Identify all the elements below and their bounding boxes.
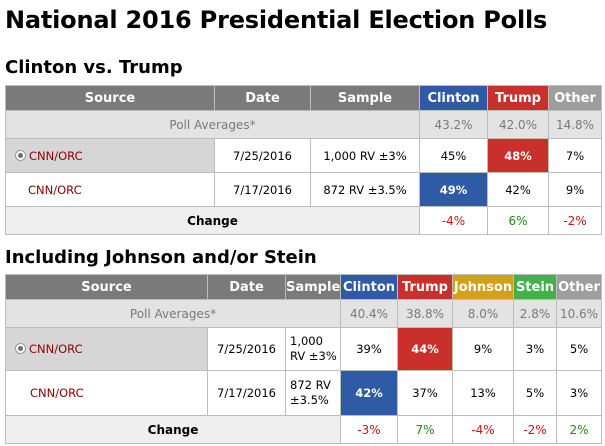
result-clinton: 45% — [419, 138, 488, 173]
section-title-clinton-vs-trump: Clinton vs. Trump — [5, 57, 183, 78]
result-other: 7% — [548, 138, 602, 173]
table-row[interactable]: CNN/ORC 7/17/2016 872 RV ±3.5% 42% 37% 13… — [5, 370, 602, 416]
result-other: 5% — [556, 327, 602, 371]
table-row[interactable]: CNN/ORC 7/17/2016 872 RV ±3.5% 49% 42% 9… — [5, 172, 602, 207]
avg-johnson: 8.0% — [452, 299, 514, 328]
result-trump: 37% — [397, 370, 453, 416]
change-clinton: -3% — [340, 415, 398, 444]
change-trump: 6% — [487, 206, 549, 235]
change-stein: -2% — [513, 415, 557, 444]
poll-sample: 1,000 RV ±3% — [310, 138, 420, 173]
poll-sample: 872 RV ±3.5% — [285, 370, 341, 416]
avg-clinton: 40.4% — [340, 299, 398, 328]
result-other: 3% — [556, 370, 602, 416]
result-trump-winner: 44% — [397, 327, 453, 371]
including-johnson-stein-table: Source Date Sample Clinton Trump Johnson… — [5, 274, 602, 444]
poll-date: 7/17/2016 — [214, 172, 311, 207]
radio-selected-icon[interactable] — [15, 343, 26, 354]
poll-sample-line2: ±3.5% — [290, 393, 329, 407]
poll-sample-line2: RV ±3% — [290, 349, 337, 363]
poll-averages-row: Poll Averages* 40.4% 38.8% 8.0% 2.8% 10.… — [5, 299, 602, 328]
radio-selected-icon[interactable] — [15, 149, 26, 161]
change-other: 2% — [556, 415, 602, 444]
poll-averages-label[interactable]: Poll Averages* — [5, 110, 420, 139]
section-title-including-johnson-stein: Including Johnson and/or Stein — [5, 247, 317, 268]
table-header-row: Source Date Sample Clinton Trump Johnson… — [5, 274, 602, 300]
change-row: Change -4% 6% -2% — [5, 206, 602, 235]
avg-other: 10.6% — [556, 299, 602, 328]
clinton-column-header[interactable]: Clinton — [340, 274, 398, 300]
result-stein: 3% — [513, 327, 557, 371]
date-column-header[interactable]: Date — [214, 85, 311, 111]
poll-source-link[interactable]: CNN/ORC — [5, 172, 215, 207]
change-trump: 7% — [397, 415, 453, 444]
result-clinton-winner: 49% — [419, 172, 488, 207]
result-stein: 5% — [513, 370, 557, 416]
result-other: 9% — [548, 172, 602, 207]
source-column-header[interactable]: Source — [5, 85, 215, 111]
other-column-header[interactable]: Other — [548, 85, 602, 111]
stein-column-header[interactable]: Stein — [513, 274, 557, 300]
poll-sample-line1: 1,000 — [290, 334, 323, 348]
source-column-header[interactable]: Source — [5, 274, 208, 300]
table-row[interactable]: CNN/ORC 7/25/2016 1,000 RV ±3% 45% 48% 7… — [5, 138, 602, 173]
result-clinton: 39% — [340, 327, 398, 371]
poll-date: 7/17/2016 — [207, 370, 286, 416]
table-header-row: Source Date Sample Clinton Trump Other — [5, 85, 602, 111]
trump-column-header[interactable]: Trump — [487, 85, 549, 111]
poll-sample: 1,000 RV ±3% — [285, 327, 341, 371]
clinton-column-header[interactable]: Clinton — [419, 85, 488, 111]
poll-date: 7/25/2016 — [207, 327, 286, 371]
poll-source-link[interactable]: CNN/ORC — [5, 327, 208, 371]
result-trump-winner: 48% — [487, 138, 549, 173]
page-title: National 2016 Presidential Election Poll… — [5, 6, 548, 34]
johnson-column-header[interactable]: Johnson — [452, 274, 514, 300]
change-row: Change -3% 7% -4% -2% 2% — [5, 415, 602, 444]
date-column-header[interactable]: Date — [207, 274, 286, 300]
poll-averages-row: Poll Averages* 43.2% 42.0% 14.8% — [5, 110, 602, 139]
result-trump: 42% — [487, 172, 549, 207]
poll-date: 7/25/2016 — [214, 138, 311, 173]
change-label: Change — [5, 415, 341, 444]
poll-source-link[interactable]: CNN/ORC — [5, 370, 208, 416]
avg-trump: 42.0% — [487, 110, 549, 139]
avg-other: 14.8% — [548, 110, 602, 139]
change-other: -2% — [548, 206, 602, 235]
change-label: Change — [5, 206, 420, 235]
trump-column-header[interactable]: Trump — [397, 274, 453, 300]
sample-column-header[interactable]: Sample — [285, 274, 341, 300]
poll-source-label[interactable]: CNN/ORC — [28, 182, 82, 197]
result-johnson: 13% — [452, 370, 514, 416]
table-row[interactable]: CNN/ORC 7/25/2016 1,000 RV ±3% 39% 44% 9%… — [5, 327, 602, 371]
poll-source-label[interactable]: CNN/ORC — [30, 386, 84, 400]
poll-source-label[interactable]: CNN/ORC — [29, 148, 83, 163]
avg-clinton: 43.2% — [419, 110, 488, 139]
result-johnson: 9% — [452, 327, 514, 371]
avg-trump: 38.8% — [397, 299, 453, 328]
poll-sample: 872 RV ±3.5% — [310, 172, 420, 207]
change-clinton: -4% — [419, 206, 488, 235]
avg-stein: 2.8% — [513, 299, 557, 328]
poll-sample-line1: 872 RV — [290, 378, 331, 392]
clinton-vs-trump-table: Source Date Sample Clinton Trump Other P… — [5, 85, 602, 235]
poll-source-label[interactable]: CNN/ORC — [29, 342, 83, 356]
other-column-header[interactable]: Other — [556, 274, 602, 300]
change-johnson: -4% — [452, 415, 514, 444]
result-clinton-winner: 42% — [340, 370, 398, 416]
poll-source-link[interactable]: CNN/ORC — [5, 138, 215, 173]
poll-averages-label[interactable]: Poll Averages* — [5, 299, 341, 328]
sample-column-header[interactable]: Sample — [310, 85, 420, 111]
